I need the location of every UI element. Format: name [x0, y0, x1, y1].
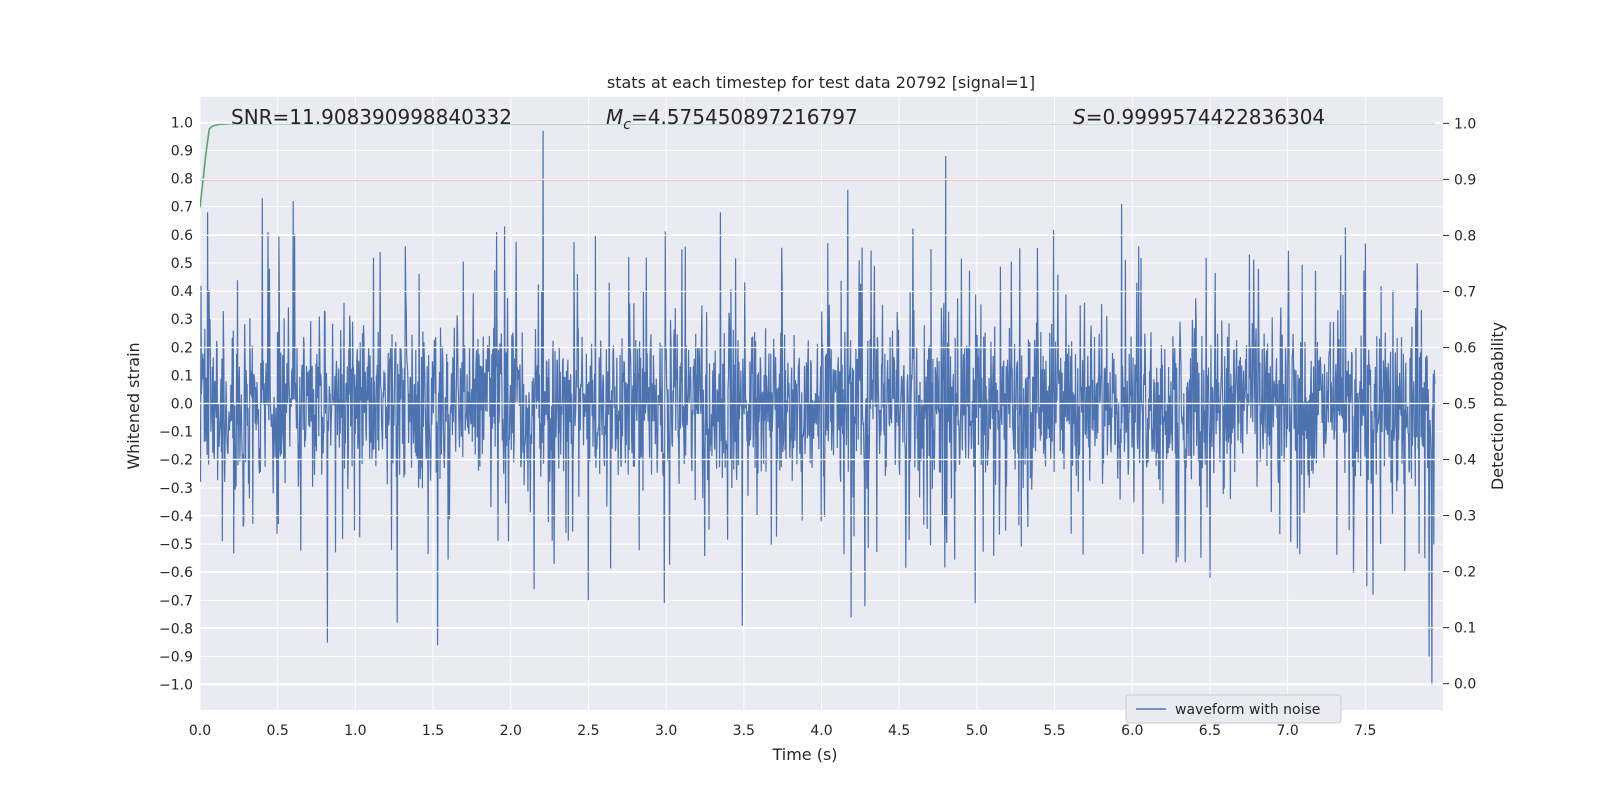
y-tick-label: −0.1 [159, 425, 193, 441]
y-tick-label: −1.0 [159, 678, 193, 694]
y-tick-label: −0.5 [159, 537, 193, 553]
y2-tick-label: 0.6 [1454, 340, 1476, 356]
y-tick-label: −0.6 [159, 565, 193, 581]
x-tick-label: 4.0 [810, 723, 832, 739]
y2-tick-label: 1.0 [1454, 116, 1476, 132]
y-tick-labels: 1.0 0.9 0.8 0.7 0.6 0.5 0.4 0.3 0.2 0.1 0.0 −0.1 −0.… [159, 115, 193, 693]
y-tick-label: −0.4 [159, 509, 193, 525]
y-tick-label: 0.8 [171, 172, 193, 188]
y-tick-label: 0.4 [171, 284, 193, 300]
y2-tick-label: 0.3 [1454, 509, 1476, 525]
y2-tick-label: 0.1 [1454, 621, 1476, 637]
y-axis-label: Whitened strain [124, 342, 143, 469]
x-tick-labels: 0.0 0.5 1.0 1.5 2.0 2.5 3.0 3.5 4.0 4.5 5.0 5.5 6.0 6… [189, 723, 1377, 739]
x-tick-label: 7.0 [1276, 723, 1298, 739]
y2-tick-labels: 1.0 0.9 0.8 0.7 0.6 0.5 0.4 0.3 0.2 0.1 0.0 [1443, 116, 1476, 693]
chirp-mass-annotation: Mc=4.575450897216797 [606, 105, 858, 133]
y2-gridlines [200, 122, 1443, 685]
y-tick-label: 0.1 [171, 368, 193, 384]
x-tick-label: 1.0 [344, 723, 366, 739]
y2-tick-label: 0.9 [1454, 172, 1476, 188]
score-annotation: S=0.9999574422836304 [1073, 105, 1325, 129]
y-tick-label: −0.3 [159, 481, 193, 497]
y2-tick-label: 0.8 [1454, 228, 1476, 244]
snr-annotation: SNR=11.908390998840332 [231, 105, 512, 129]
y-tick-label: 1.0 [171, 115, 193, 131]
y-tick-label: −0.8 [159, 621, 193, 637]
waveform-series [200, 130, 1436, 685]
y-tick-label: −0.7 [159, 593, 193, 609]
y2-tick-label: 0.5 [1454, 397, 1476, 413]
y2-axis-label: Detection probability [1488, 322, 1507, 490]
x-tick-label: 6.5 [1199, 723, 1221, 739]
y2-tick-label: 0.2 [1454, 565, 1476, 581]
legend-label: waveform with noise [1175, 702, 1320, 718]
y-tick-label: −0.9 [159, 650, 193, 666]
legend: waveform with noise [1125, 694, 1342, 724]
x-tick-label: 6.0 [1121, 723, 1143, 739]
y-tick-label: 0.6 [171, 228, 193, 244]
x-tick-label: 2.0 [500, 723, 522, 739]
x-axis-label: Time (s) [771, 745, 837, 764]
y-tick-label: −0.2 [159, 453, 193, 469]
y2-tick-label: 0.0 [1454, 677, 1476, 693]
chart-title: stats at each timestep for test data 207… [607, 73, 1035, 92]
x-tick-label: 3.0 [655, 723, 677, 739]
x-tick-label: 4.5 [888, 723, 910, 739]
y-tick-label: 0.5 [171, 256, 193, 272]
x-tick-label: 3.5 [733, 723, 755, 739]
y2-tick-label: 0.7 [1454, 284, 1476, 300]
x-tick-label: 0.0 [189, 723, 211, 739]
y2-tick-label: 0.4 [1454, 453, 1476, 469]
x-tick-label: 1.5 [422, 723, 444, 739]
x-tick-label: 2.5 [577, 723, 599, 739]
x-tick-label: 5.5 [1043, 723, 1065, 739]
x-tick-label: 5.0 [966, 723, 988, 739]
y-tick-label: 0.2 [171, 340, 193, 356]
y-tick-label: 0.7 [171, 200, 193, 216]
y-tick-label: 0.9 [171, 143, 193, 159]
x-tick-label: 7.5 [1354, 723, 1376, 739]
y-tick-label: 0.3 [171, 312, 193, 328]
x-tick-label: 0.5 [267, 723, 289, 739]
y-tick-label: 0.0 [171, 397, 193, 413]
